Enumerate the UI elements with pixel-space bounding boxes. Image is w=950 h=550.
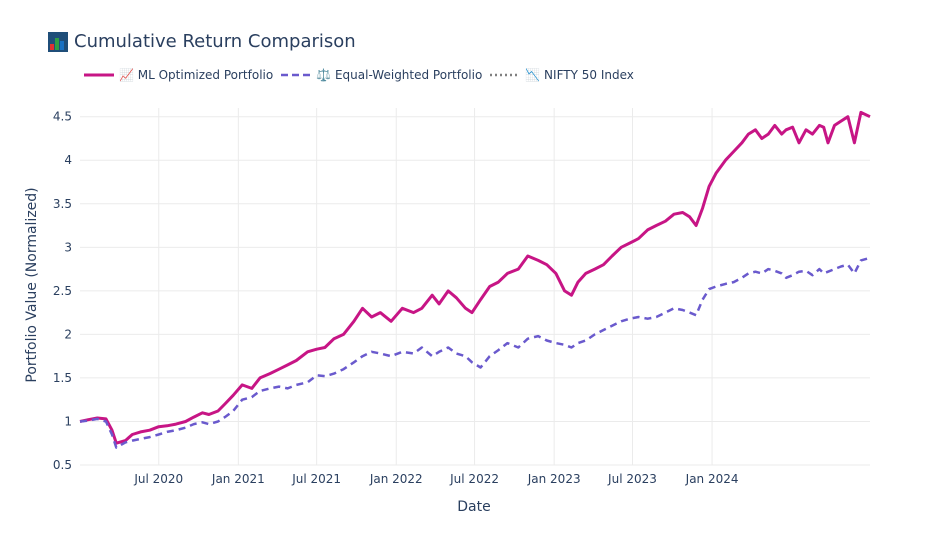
x-tick-label: Jan 2023 <box>527 472 581 486</box>
grid <box>80 108 870 466</box>
y-tick-label: 1 <box>64 414 72 428</box>
y-tick-label: 2.5 <box>53 284 72 298</box>
y-tick-label: 4 <box>64 153 72 167</box>
legend-line-solid <box>84 73 114 77</box>
x-tick-label: Jan 2021 <box>211 472 265 486</box>
series-layer <box>79 110 871 449</box>
y-tick-label: 4.5 <box>53 110 72 124</box>
legend-item-equal[interactable]: ⚖️ Equal-Weighted Portfolio <box>281 68 482 82</box>
legend-line-dash <box>281 73 312 77</box>
x-tick-label: Jul 2020 <box>133 472 183 486</box>
legend-line-dot <box>490 73 521 77</box>
chart-title-text: Cumulative Return Comparison <box>74 31 356 52</box>
x-tick-label: Jul 2022 <box>449 472 499 486</box>
y-tick-label: 0.5 <box>53 458 72 472</box>
y-tick-label: 3.5 <box>53 197 72 211</box>
legend-item-nifty[interactable]: 📉 NIFTY 50 Index <box>490 68 634 82</box>
y-tick-label: 3 <box>64 240 72 254</box>
bar-chart-icon <box>48 31 68 52</box>
x-tick-label: Jan 2022 <box>369 472 423 486</box>
x-tick-label: Jul 2023 <box>607 472 657 486</box>
chart-title: Cumulative Return Comparison <box>48 31 356 52</box>
legend-label-ml: 📈 ML Optimized Portfolio <box>119 68 274 82</box>
x-axis-title: Date <box>457 499 490 515</box>
legend-label-nifty: 📉 NIFTY 50 Index <box>525 68 634 82</box>
legend: 📈 ML Optimized Portfolio ⚖️ Equal-Weight… <box>84 68 642 82</box>
series-line-dash <box>79 256 871 449</box>
series-line-solid <box>79 110 871 445</box>
x-tick-label: Jan 2024 <box>685 472 739 486</box>
y-tick-label: 2 <box>64 327 72 341</box>
legend-label-equal: ⚖️ Equal-Weighted Portfolio <box>316 68 483 82</box>
y-tick-label: 1.5 <box>53 371 72 385</box>
y-axis-title: Portfolio Value (Normalized) <box>24 187 40 382</box>
legend-item-ml[interactable]: 📈 ML Optimized Portfolio <box>84 68 273 82</box>
axes: 0.5 1 1.5 2 2.5 3 3.5 4 4.5 Jul 2020 Jan 2021 Jul 2… <box>53 110 739 486</box>
x-tick-label: Jul 2021 <box>291 472 341 486</box>
